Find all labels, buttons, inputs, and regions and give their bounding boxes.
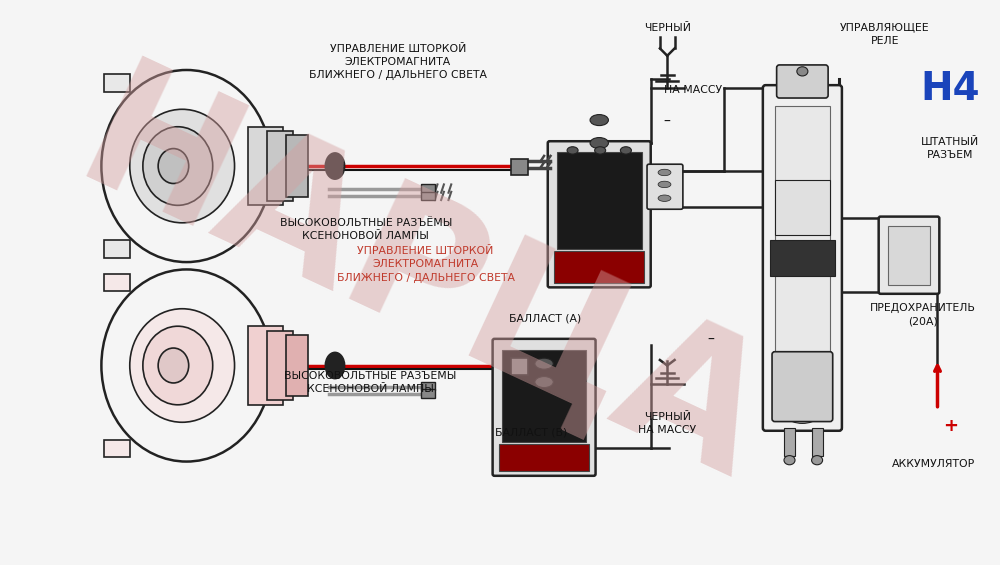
Bar — [812, 428, 823, 455]
Ellipse shape — [130, 109, 235, 223]
Bar — [775, 180, 830, 235]
Bar — [421, 184, 435, 193]
FancyBboxPatch shape — [879, 216, 939, 294]
FancyBboxPatch shape — [104, 274, 130, 292]
Bar — [286, 136, 308, 197]
Bar — [248, 326, 283, 405]
Ellipse shape — [325, 153, 345, 179]
Text: ПРЕДОХРАНИТЕЛЬ
(20А): ПРЕДОХРАНИТЕЛЬ (20А) — [870, 303, 976, 327]
Text: ЧЕРНЫЙ
НА МАССУ: ЧЕРНЫЙ НА МАССУ — [638, 412, 696, 436]
Text: БАЛЛАСТ (А): БАЛЛАСТ (А) — [509, 314, 581, 324]
Ellipse shape — [143, 326, 213, 405]
Bar — [557, 152, 642, 249]
Bar — [554, 251, 644, 282]
Text: УПРАВЛЯЮЩЕЕ
РЕЛЕ: УПРАВЛЯЮЩЕЕ РЕЛЕ — [840, 23, 930, 46]
Text: –: – — [707, 333, 714, 347]
FancyBboxPatch shape — [104, 75, 130, 92]
Bar — [511, 358, 528, 375]
Ellipse shape — [595, 147, 606, 154]
Ellipse shape — [658, 170, 671, 176]
Text: ВЫСОКОВОЛЬТНЫЕ РАЗЪЁМЫ
КСЕНОНОВОЙ ЛАМПЫ: ВЫСОКОВОЛЬТНЫЕ РАЗЪЁМЫ КСЕНОНОВОЙ ЛАМПЫ — [280, 218, 452, 241]
Bar — [421, 382, 435, 390]
Text: ЧЕРНЫЙ: ЧЕРНЫЙ — [644, 23, 691, 33]
FancyBboxPatch shape — [548, 141, 651, 288]
Text: БАЛЛАСТ (В): БАЛЛАСТ (В) — [495, 428, 567, 438]
Bar — [421, 389, 435, 398]
Ellipse shape — [325, 353, 345, 379]
Bar — [267, 131, 293, 201]
FancyBboxPatch shape — [104, 440, 130, 457]
Bar — [499, 444, 589, 471]
Bar — [888, 226, 930, 285]
Ellipse shape — [797, 67, 808, 76]
FancyBboxPatch shape — [772, 352, 833, 421]
FancyBboxPatch shape — [763, 85, 842, 431]
Text: АККУМУЛЯТОР: АККУМУЛЯТОР — [892, 459, 975, 469]
Ellipse shape — [158, 149, 189, 184]
Text: –: – — [664, 115, 671, 129]
Text: Н4: Н4 — [921, 69, 980, 107]
Ellipse shape — [590, 137, 608, 149]
Ellipse shape — [590, 115, 608, 125]
Ellipse shape — [812, 455, 823, 465]
Ellipse shape — [567, 147, 578, 154]
Text: УПРАВЛЕНИЕ ШТОРКОЙ
ЭЛЕКТРОМАГНИТА
БЛИЖНЕГО / ДАЛЬНЕГО СВЕТА: УПРАВЛЕНИЕ ШТОРКОЙ ЭЛЕКТРОМАГНИТА БЛИЖНЕ… — [337, 246, 515, 282]
Ellipse shape — [130, 308, 235, 422]
FancyBboxPatch shape — [104, 240, 130, 258]
Ellipse shape — [143, 127, 213, 205]
Bar — [775, 106, 830, 410]
Text: НА МАССУ: НА МАССУ — [664, 85, 722, 95]
Bar — [502, 350, 586, 442]
Bar — [421, 192, 435, 200]
Bar — [286, 335, 308, 396]
Bar — [770, 240, 835, 276]
Text: УПРАВЛЕНИЕ ШТОРКОЙ
ЭЛЕКТРОМАГНИТА
БЛИЖНЕГО / ДАЛЬНЕГО СВЕТА: УПРАВЛЕНИЕ ШТОРКОЙ ЭЛЕКТРОМАГНИТА БЛИЖНЕ… — [309, 44, 487, 80]
Ellipse shape — [658, 195, 671, 202]
Bar — [511, 159, 528, 175]
FancyBboxPatch shape — [493, 339, 596, 476]
Bar — [267, 331, 293, 401]
Bar — [248, 127, 283, 205]
Ellipse shape — [535, 376, 553, 388]
Text: ВЫСОКОВОЛЬТНЫЕ РАЗЪЁМЫ
КСЕНОНОВОЙ ЛАМПЫ: ВЫСОКОВОЛЬТНЫЕ РАЗЪЁМЫ КСЕНОНОВОЙ ЛАМПЫ — [284, 371, 457, 394]
Ellipse shape — [784, 455, 795, 465]
Text: ШТАТНЫЙ
РАЗЪЕМ: ШТАТНЫЙ РАЗЪЕМ — [921, 137, 979, 160]
Ellipse shape — [158, 348, 189, 383]
Ellipse shape — [620, 147, 631, 154]
Text: НАРЦА: НАРЦА — [53, 51, 789, 519]
Ellipse shape — [777, 377, 828, 423]
Ellipse shape — [535, 358, 553, 369]
Ellipse shape — [658, 181, 671, 188]
Bar — [784, 428, 795, 455]
FancyBboxPatch shape — [777, 65, 828, 98]
Text: +: + — [943, 418, 958, 436]
FancyBboxPatch shape — [647, 164, 683, 209]
